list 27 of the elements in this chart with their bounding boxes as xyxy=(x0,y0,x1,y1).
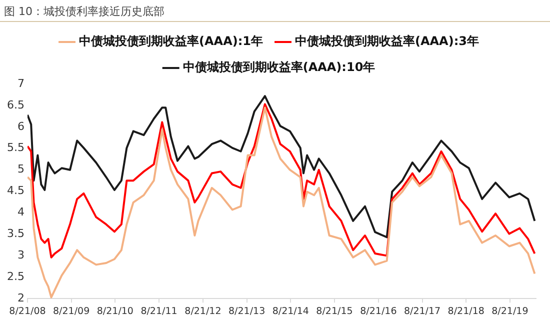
x-tick-label: 8/21/19 xyxy=(492,306,528,317)
y-tick-label: 2 xyxy=(17,291,24,304)
x-tick-label: 8/21/08 xyxy=(9,306,46,317)
y-tick-label: 2.5 xyxy=(6,270,24,283)
legend-label: 中债城投债到期收益率(AAA):1年 xyxy=(79,34,264,48)
legend-label: 中债城投债到期收益率(AAA):3年 xyxy=(295,34,479,48)
legend-label: 中债城投债到期收益率(AAA):10年 xyxy=(182,60,376,74)
x-tick-label: 8/21/15 xyxy=(316,306,353,317)
y-tick-label: 3 xyxy=(17,248,24,262)
x-tick-label: 8/21/11 xyxy=(140,306,178,317)
y-tick-label: 7 xyxy=(17,76,24,90)
x-tick-label: 8/21/14 xyxy=(272,306,309,317)
x-tick-label: 8/21/18 xyxy=(448,306,484,317)
x-tick-label: 8/21/16 xyxy=(360,306,397,317)
y-tick-label: 4 xyxy=(17,206,24,219)
y-tick-label: 6.5 xyxy=(6,98,24,112)
y-tick-label: 6 xyxy=(17,120,24,133)
x-tick-label: 8/21/13 xyxy=(228,306,266,317)
y-tick-label: 5 xyxy=(17,162,24,176)
chart-title: 图 10：城投债利率接近历史底部 xyxy=(0,0,550,22)
x-tick-label: 8/21/12 xyxy=(184,306,222,317)
y-tick-label: 5.5 xyxy=(6,141,24,154)
y-tick-label: 4.5 xyxy=(6,184,24,198)
x-tick-label: 8/21/10 xyxy=(96,306,134,317)
x-tick-label: 8/21/17 xyxy=(404,306,441,317)
x-tick-label: 8/21/09 xyxy=(53,306,90,317)
y-tick-label: 3.5 xyxy=(6,227,24,240)
